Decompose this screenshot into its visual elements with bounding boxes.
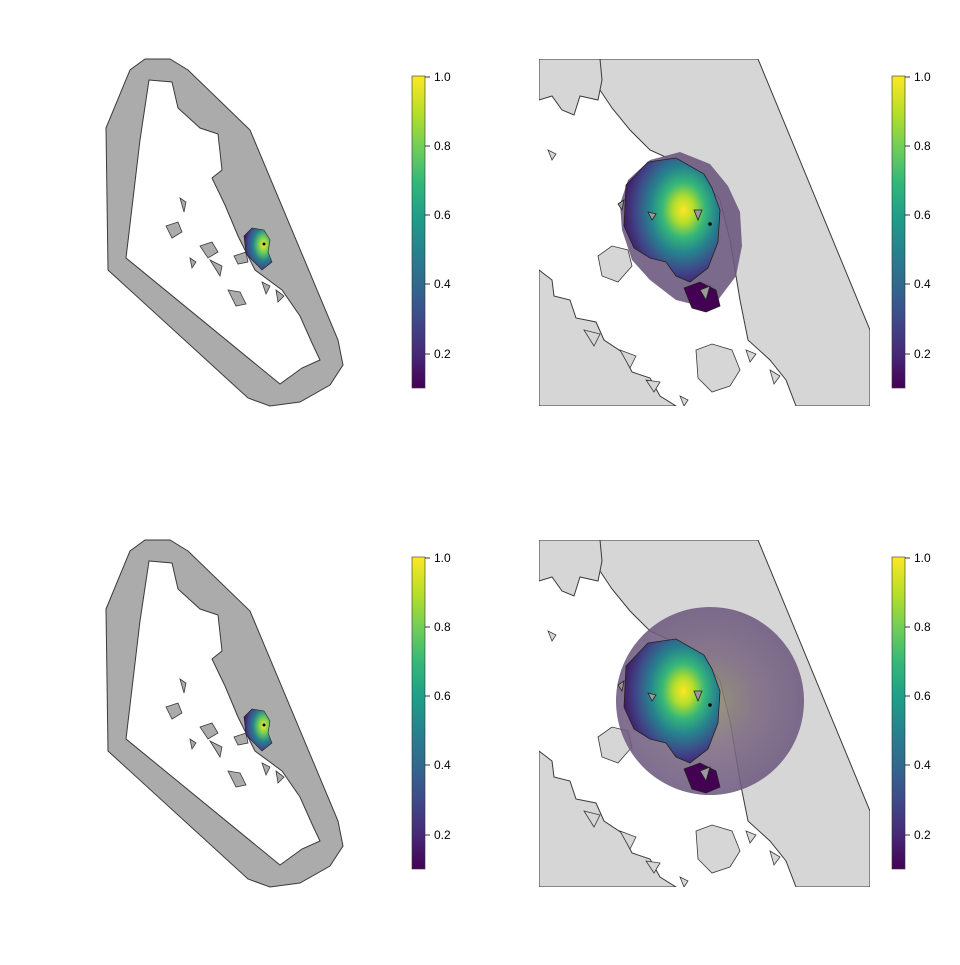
heat-blob xyxy=(623,157,721,283)
map-panel-top-right xyxy=(539,59,870,406)
legend-top-right: 1.0 0.8 0.6 0.4 0.2 xyxy=(891,70,931,389)
islands xyxy=(165,678,285,788)
tick-label: 0.6 xyxy=(914,689,931,703)
coast-left-top xyxy=(539,59,603,116)
heat-blob xyxy=(243,708,273,752)
colorbar xyxy=(891,556,906,870)
colorbar-ticks xyxy=(425,76,430,355)
tick-label: 1.0 xyxy=(434,70,451,84)
tick-label: 0.4 xyxy=(914,758,931,772)
small-islands-in-heat xyxy=(617,680,711,782)
colorbar-ticks xyxy=(905,76,910,355)
source-point xyxy=(262,242,266,246)
source-point xyxy=(708,703,712,707)
colorbar xyxy=(411,556,426,870)
interior-region xyxy=(125,79,321,385)
colorbar xyxy=(411,75,426,389)
tick-label: 0.2 xyxy=(914,347,931,361)
tick-label: 1.0 xyxy=(914,551,931,565)
map-panel-bottom-right xyxy=(539,540,870,887)
tick-label: 1.0 xyxy=(914,70,931,84)
tick-label: 0.4 xyxy=(434,277,451,291)
islands xyxy=(547,149,781,406)
tick-label: 0.6 xyxy=(434,208,451,222)
tick-label: 0.6 xyxy=(434,689,451,703)
coast-left-bottom xyxy=(539,750,677,887)
source-point xyxy=(262,723,266,727)
tick-label: 0.2 xyxy=(914,828,931,842)
coast-left-top xyxy=(539,540,603,597)
colorbar-ticks xyxy=(905,557,910,836)
tick-label: 0.2 xyxy=(434,347,451,361)
source-point xyxy=(708,222,712,226)
heat-lobe xyxy=(683,281,721,313)
tick-label: 0.8 xyxy=(434,620,451,634)
legend-top-left: 1.0 0.8 0.6 0.4 0.2 xyxy=(411,70,451,389)
small-islands-in-heat xyxy=(617,199,711,301)
legend-bottom-right: 1.0 0.8 0.6 0.4 0.2 xyxy=(891,551,931,870)
tick-label: 0.8 xyxy=(434,139,451,153)
tick-label: 0.6 xyxy=(914,208,931,222)
map-panel-bottom-left xyxy=(105,539,344,888)
tick-label: 0.4 xyxy=(914,277,931,291)
tick-label: 0.4 xyxy=(434,758,451,772)
heat-lobe xyxy=(683,762,721,794)
colorbar-ticks xyxy=(425,557,430,836)
interior-region xyxy=(125,560,321,866)
legend-bottom-left: 1.0 0.8 0.6 0.4 0.2 xyxy=(411,551,451,870)
islands xyxy=(165,197,285,307)
heat-blob xyxy=(243,227,273,271)
map-panel-top-left xyxy=(105,58,344,407)
heat-blob xyxy=(623,638,721,764)
tick-label: 0.8 xyxy=(914,139,931,153)
colorbar xyxy=(891,75,906,389)
coast-left-bottom xyxy=(539,269,677,406)
tick-label: 1.0 xyxy=(434,551,451,565)
tick-label: 0.2 xyxy=(434,828,451,842)
tick-label: 0.8 xyxy=(914,620,931,634)
